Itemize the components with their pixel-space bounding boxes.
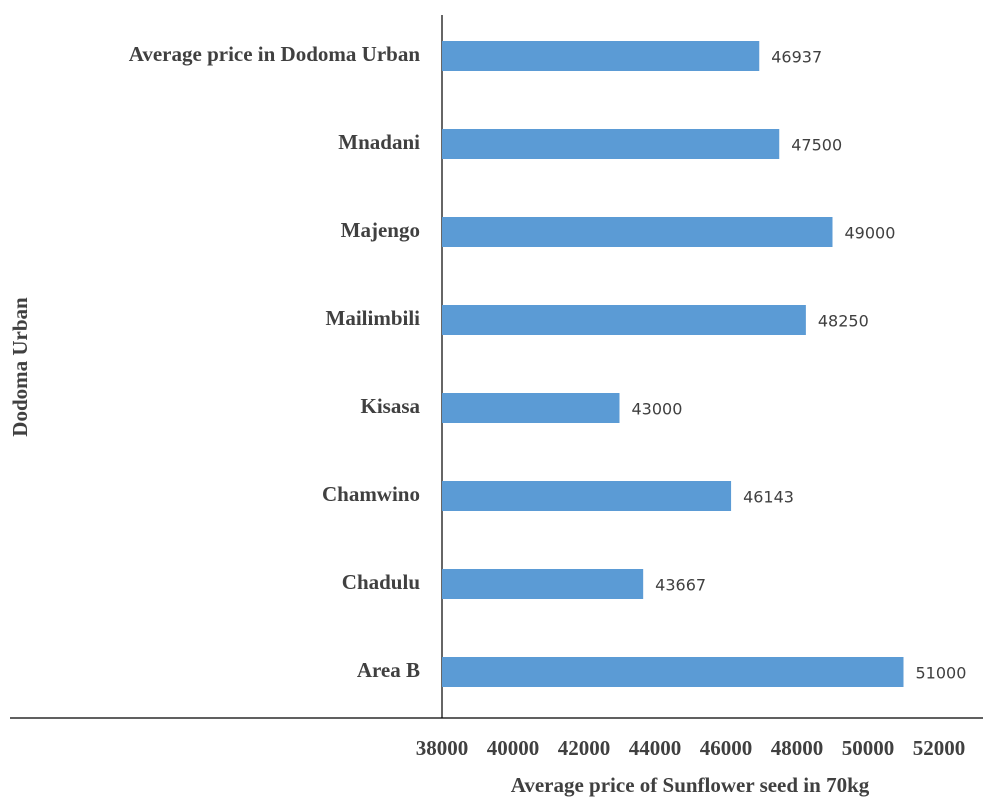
y-tick-label: Mnadani	[338, 130, 420, 154]
bar	[442, 481, 732, 511]
value-label: 48250	[818, 312, 869, 331]
x-tick-label: 52000	[913, 736, 966, 760]
bar	[442, 217, 833, 247]
value-label: 51000	[916, 664, 967, 683]
x-tick-label: 38000	[416, 736, 469, 760]
value-label: 46937	[771, 48, 822, 67]
value-label: 49000	[845, 224, 896, 243]
value-label: 46143	[743, 488, 794, 507]
x-tick-label: 46000	[700, 736, 753, 760]
x-tick-label: 48000	[771, 736, 824, 760]
bar	[442, 305, 806, 335]
y-tick-label: Chamwino	[322, 482, 420, 506]
y-tick-label: Kisasa	[360, 394, 420, 418]
y-axis-title: Dodoma Urban	[8, 297, 32, 437]
bar	[442, 129, 780, 159]
x-tick-label: 50000	[842, 736, 895, 760]
bar	[442, 569, 644, 599]
bar	[442, 657, 904, 687]
y-tick-label: Chadulu	[342, 570, 421, 594]
x-tick-label: 44000	[629, 736, 682, 760]
bar	[442, 41, 760, 71]
x-tick-label: 40000	[487, 736, 540, 760]
value-label: 43667	[655, 576, 706, 595]
y-tick-label: Mailimbili	[326, 306, 421, 330]
x-axis-title: Average price of Sunflower seed in 70kg	[511, 773, 870, 797]
bar	[442, 393, 620, 423]
y-tick-label: Average price in Dodoma Urban	[129, 42, 421, 66]
x-tick-label: 42000	[558, 736, 611, 760]
value-label: 43000	[632, 400, 683, 419]
value-label: 47500	[791, 136, 842, 155]
y-tick-label: Area B	[357, 658, 420, 682]
y-tick-label: Majengo	[341, 218, 420, 242]
